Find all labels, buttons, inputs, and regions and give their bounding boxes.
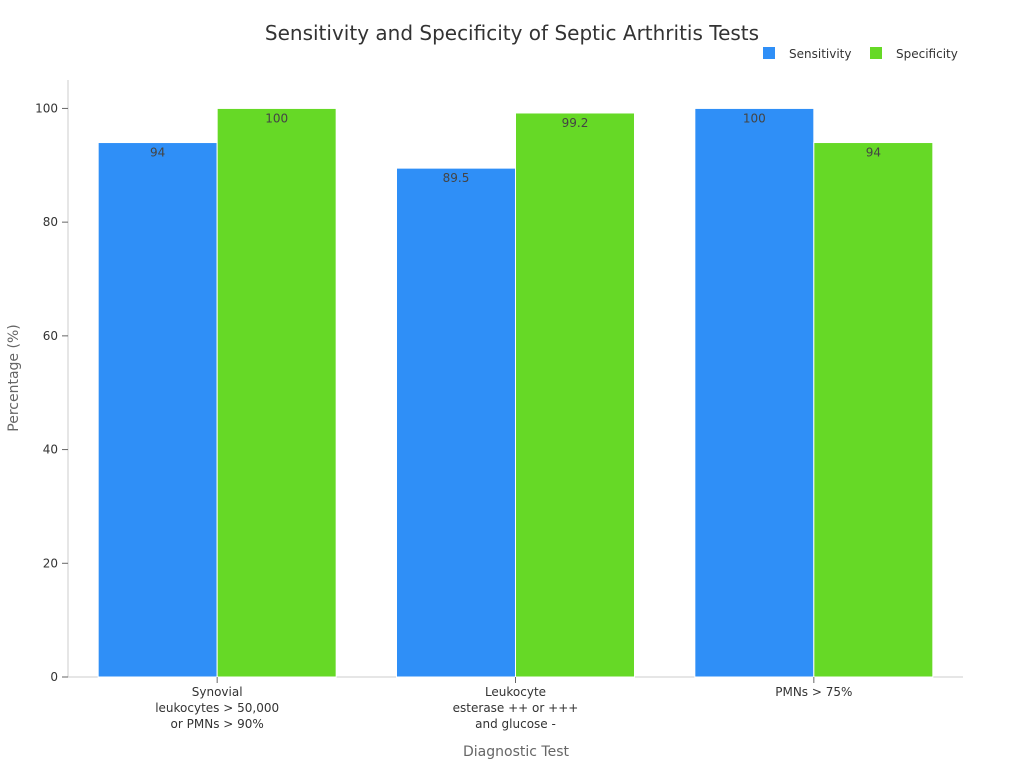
x-tick-label: Leukocyte [485,685,546,699]
x-tick-label: PMNs > 75% [775,685,852,699]
y-tick-label: 100 [35,101,58,115]
chart-title: Sensitivity and Specificity of Septic Ar… [265,21,759,45]
x-tick-label: Synovial [192,685,243,699]
bar-sensitivity [396,167,516,678]
y-axis-title: Percentage (%) [6,324,22,431]
bar-sensitivity [97,142,218,678]
bar-specificity [813,142,934,678]
x-tick-label: and glucose - [475,717,556,731]
bar-specificity [515,112,635,678]
bar-value-label: 100 [265,111,288,125]
y-tick-label: 60 [43,329,58,343]
x-tick-label: leukocytes > 50,000 [155,701,279,715]
bar-sensitivity [694,107,815,678]
y-tick-label: 20 [43,556,58,570]
bar-value-label: 89.5 [443,171,470,185]
x-axis-title: Diagnostic Test [463,744,569,760]
y-tick-label: 0 [50,670,58,684]
x-tick-label: or PMNs > 90% [171,717,264,731]
bar-value-label: 99.2 [562,116,589,130]
bar-value-label: 100 [743,111,766,125]
bar-value-label: 94 [150,146,165,160]
legend-swatch-sensitivity [763,47,775,59]
y-tick-label: 40 [43,443,58,457]
x-tick-label: esterase ++ or +++ [453,701,579,715]
legend-swatch-specificity [870,47,882,59]
y-tick-label: 80 [43,215,58,229]
legend-label-specificity: Specificity [896,47,958,61]
legend-label-sensitivity: Sensitivity [789,47,851,61]
bar-specificity [216,107,337,678]
bar-value-label: 94 [866,146,881,160]
